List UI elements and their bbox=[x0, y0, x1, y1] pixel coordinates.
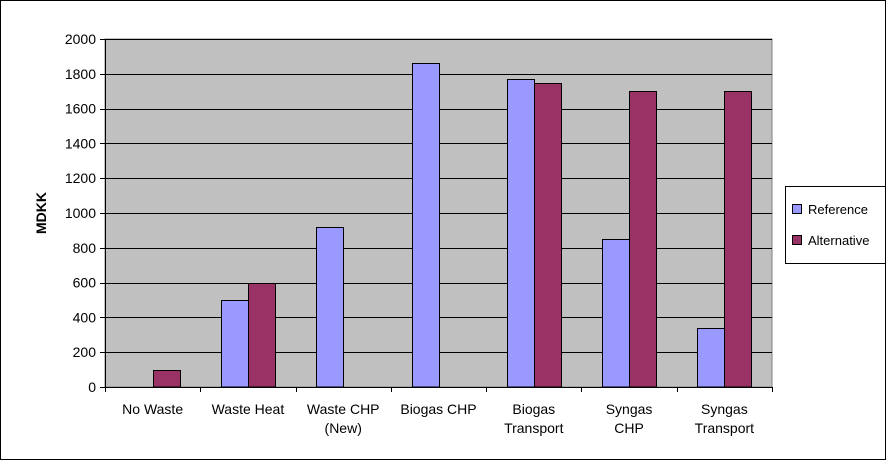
x-tick-label-2: Waste CHP (New) bbox=[307, 401, 380, 436]
bar-reference-2 bbox=[316, 227, 344, 388]
legend: Reference Alternative bbox=[785, 186, 885, 264]
x-tick-label-line: Syngas bbox=[701, 401, 748, 417]
x-tick-label-line: Biogas bbox=[512, 401, 555, 417]
y-tick-label-1600: 1600 bbox=[65, 101, 96, 117]
legend-swatch-reference bbox=[792, 204, 802, 214]
y-tick-label-800: 800 bbox=[73, 240, 97, 256]
x-tick-label-line: Biogas CHP bbox=[400, 401, 476, 417]
x-tick-label-6: Syngas Transport bbox=[695, 401, 755, 436]
x-tick-label-3: Biogas CHP bbox=[400, 401, 476, 417]
y-tick-label-200: 200 bbox=[73, 344, 97, 360]
bar-reference-4 bbox=[507, 79, 535, 388]
legend-swatch-alternative bbox=[792, 235, 802, 245]
y-tick-label-1400: 1400 bbox=[65, 135, 96, 151]
bar-alternative-0 bbox=[153, 370, 181, 388]
x-tick-label-line: CHP bbox=[614, 420, 644, 436]
y-tick-labels: 0 200 400 600 800 1000 1200 1400 1600 1800 2000 bbox=[65, 31, 96, 395]
y-tick-label-400: 400 bbox=[73, 309, 97, 325]
legend-box bbox=[785, 186, 885, 264]
x-tick-label-line: Transport bbox=[695, 420, 755, 436]
bar-alternative-1 bbox=[248, 283, 276, 388]
bar-reference-1 bbox=[221, 300, 249, 388]
y-tick-label-600: 600 bbox=[73, 275, 97, 291]
plot-area bbox=[100, 38, 773, 392]
y-tick-label-1800: 1800 bbox=[65, 66, 96, 82]
x-tick-label-line: Syngas bbox=[606, 401, 653, 417]
y-tick-label-0: 0 bbox=[88, 379, 96, 395]
x-tick-label-line: Waste CHP bbox=[307, 401, 380, 417]
axes bbox=[100, 39, 773, 392]
x-tick-label-line: No Waste bbox=[122, 401, 183, 417]
y-axis-title: MDKK bbox=[33, 192, 49, 234]
bar-reference-5 bbox=[602, 239, 630, 388]
bar-reference-6 bbox=[697, 328, 725, 388]
x-tick-label-1: Waste Heat bbox=[212, 401, 285, 417]
bar-alternative-5 bbox=[629, 91, 657, 388]
bar-alternative-4 bbox=[534, 83, 562, 388]
x-tick-label-line: (New) bbox=[325, 420, 362, 436]
legend-label-alternative: Alternative bbox=[808, 233, 869, 248]
x-tick-label-4: Biogas Transport bbox=[504, 401, 564, 436]
legend-label-reference: Reference bbox=[808, 202, 868, 217]
y-tick-label-1000: 1000 bbox=[65, 205, 96, 221]
bar-alternative-6 bbox=[724, 91, 752, 388]
y-tick-label-1200: 1200 bbox=[65, 170, 96, 186]
x-tick-labels: No Waste Waste Heat Waste CHP (New) Biogas C… bbox=[122, 401, 754, 436]
bar-reference-3 bbox=[412, 63, 440, 388]
y-tick-label-2000: 2000 bbox=[65, 31, 96, 47]
x-tick-label-line: Waste Heat bbox=[212, 401, 285, 417]
x-tick-label-0: No Waste bbox=[122, 401, 183, 417]
x-tick-label-line: Transport bbox=[504, 420, 564, 436]
x-tick-label-5: Syngas CHP bbox=[606, 401, 653, 436]
